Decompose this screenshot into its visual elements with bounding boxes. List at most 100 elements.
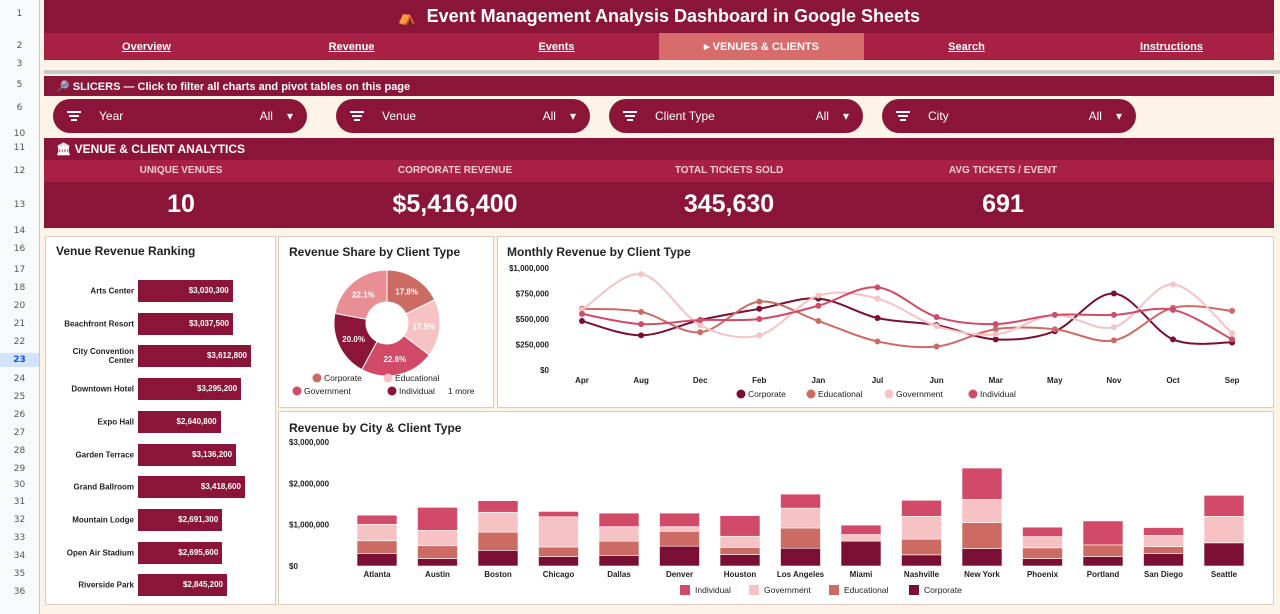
venue-ranking-panel[interactable]: Venue Revenue Ranking Arts Center $3,030,… [45, 236, 276, 605]
frozen-rows-divider[interactable] [44, 70, 1280, 74]
venue-name: Open Air Stadium [66, 548, 134, 558]
row-number[interactable]: 1 [16, 9, 23, 19]
x-tick-label: Jul [872, 376, 884, 385]
row-number[interactable]: 16 [13, 244, 26, 254]
venue-ranking-row[interactable]: Mountain Lodge $2,691,300 [46, 508, 276, 531]
row-number[interactable]: 36 [13, 587, 26, 597]
y-tick-label: $1,000,000 [509, 264, 550, 273]
data-point [756, 305, 763, 312]
nav-revenue[interactable]: Revenue [328, 40, 375, 53]
row-number[interactable]: 20 [13, 301, 26, 311]
venue-revenue-label: $3,418,600 [200, 482, 241, 492]
row-number[interactable]: 17 [13, 265, 26, 275]
bar-segment [1022, 536, 1063, 549]
row-number[interactable]: 24 [13, 374, 26, 384]
bar-segment [780, 507, 821, 529]
dashboard-title-bar: ⛺ Event Management Analysis Dashboard in… [44, 0, 1274, 33]
row-number[interactable]: 34 [13, 551, 26, 561]
venue-revenue-label: $3,612,800 [206, 351, 247, 361]
bar-segment [1203, 495, 1245, 517]
row-number[interactable]: 13 [13, 200, 26, 210]
row-number[interactable]: 25 [13, 392, 26, 402]
data-point [815, 292, 822, 299]
row-number[interactable]: 11 [13, 143, 26, 153]
venue-ranking-row[interactable]: Open Air Stadium $2,695,600 [46, 541, 276, 564]
nav-instructions[interactable]: Instructions [1140, 40, 1203, 53]
row-number[interactable]: 35 [13, 569, 26, 579]
bar-segment [1022, 526, 1063, 537]
venue-ranking-row[interactable]: Arts Center $3,030,300 [46, 280, 276, 302]
row-number[interactable]: 26 [13, 410, 26, 420]
data-point [756, 332, 763, 339]
data-point [1110, 324, 1117, 331]
x-tick-label: Feb [752, 376, 766, 385]
slicer-client-type[interactable]: Client Type All ▾ [609, 99, 863, 133]
slicer-value: All [259, 109, 273, 123]
bar-segment [659, 545, 700, 567]
row-number[interactable]: 31 [13, 497, 26, 507]
row-number[interactable]: 5 [16, 80, 23, 90]
row-number[interactable]: 14 [13, 226, 26, 236]
data-point [1110, 337, 1117, 344]
venue-revenue-bar: $2,691,300 [138, 508, 223, 531]
row-number[interactable]: 21 [13, 319, 26, 329]
row-number[interactable]: 22 [13, 337, 26, 347]
legend-label: Government [764, 585, 811, 595]
monthly-revenue-panel[interactable]: Monthly Revenue by Client Type $1,000,000… [497, 236, 1274, 408]
slicer-label: City [928, 109, 949, 123]
slicer-label: Client Type [655, 109, 715, 123]
row-number[interactable]: 30 [13, 480, 26, 490]
legend-swatch [680, 585, 690, 595]
data-point [815, 302, 822, 309]
row-number[interactable]: 10 [13, 129, 26, 139]
nav-search[interactable]: Search [948, 40, 985, 53]
slicer-year[interactable]: Year All ▾ [53, 99, 307, 133]
venue-ranking-row[interactable]: Riverside Park $2,845,200 [46, 574, 276, 597]
venue-ranking-row[interactable]: Downtown Hotel $3,295,200 [46, 378, 276, 401]
row-number[interactable]: 3 [16, 59, 23, 69]
row-number[interactable]: 2 [16, 41, 23, 51]
bar-segment [780, 493, 821, 509]
venue-ranking-row[interactable]: Garden Terrace $3,136,200 [46, 443, 276, 466]
y-tick-label: $2,000,000 [289, 479, 330, 488]
legend-swatch [383, 373, 393, 383]
legend-swatch [736, 389, 746, 399]
nav-events[interactable]: Events [538, 40, 575, 53]
revenue-share-panel[interactable]: Revenue Share by Client Type 17.8% 17.5% 22… [278, 236, 494, 408]
x-tick-label: Nov [1106, 376, 1122, 385]
venue-revenue-label: $3,030,300 [188, 286, 229, 295]
row-number[interactable]: 33 [13, 533, 26, 543]
slicer-city[interactable]: City All ▾ [882, 99, 1136, 133]
row-number[interactable]: 6 [16, 103, 23, 113]
row-number[interactable]: 32 [13, 515, 26, 525]
venue-ranking-row[interactable]: Grand Ballroom $3,418,600 [46, 476, 276, 499]
nav-overview[interactable]: Overview [122, 40, 171, 53]
nav-venues-clients[interactable]: ▸ VENUES & CLIENTS [659, 33, 864, 60]
venue-ranking-row[interactable]: Beachfront Resort $3,037,500 [46, 312, 276, 335]
legend-label: Individual [695, 585, 731, 595]
city-revenue-panel[interactable]: Revenue by City & Client Type $3,000,000 $… [278, 411, 1274, 605]
row-number[interactable]: 18 [13, 283, 26, 293]
data-point [638, 308, 645, 315]
bar-segment [659, 530, 700, 547]
row-number[interactable]: 27 [13, 428, 26, 438]
row-number[interactable]: 28 [13, 446, 26, 456]
venue-ranking-row[interactable]: City Convention Center $3,612,800 [46, 345, 276, 368]
bar-segment [1203, 542, 1245, 567]
bar-segment [1082, 544, 1124, 557]
city-revenue-chart: Revenue by City & Client Type $3,000,000 $… [289, 421, 1245, 595]
row-number[interactable]: 23 [0, 353, 39, 367]
kpi-value: $5,416,400 [392, 190, 518, 218]
row-number[interactable]: 29 [13, 464, 26, 474]
venue-ranking-row[interactable]: Expo Hall $2,640,800 [46, 410, 276, 433]
slicer-venue[interactable]: Venue All ▾ [336, 99, 590, 133]
slicer-value: All [542, 109, 556, 123]
bar-segment [961, 522, 1003, 549]
kpi-value: 345,630 [683, 190, 775, 218]
row-number[interactable]: 12 [13, 166, 26, 176]
bar-segment [356, 514, 398, 525]
data-point [1229, 336, 1236, 343]
bar-segment [538, 511, 579, 518]
bar-segment [538, 556, 579, 567]
bar-segment [901, 538, 942, 556]
